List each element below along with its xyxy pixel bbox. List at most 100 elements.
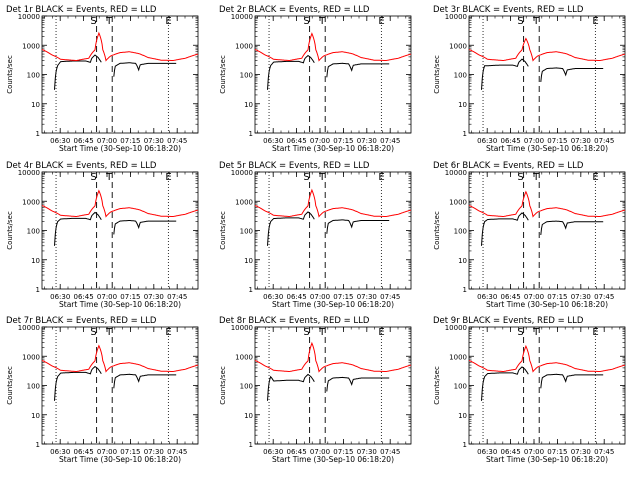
x-tick-label: 07:45: [594, 137, 614, 145]
x-tick-label: 07:15: [333, 448, 353, 456]
y-tick-label: 10000: [445, 169, 467, 177]
x-tick-label: 06:45: [287, 448, 307, 456]
y-tick-label: 100: [240, 72, 253, 80]
x-tick-label: 07:00: [524, 448, 544, 456]
x-axis-label: Start Time (30-Sep-10 06:18:20): [59, 300, 181, 309]
y-tick-label: 1000: [22, 42, 40, 50]
events-series-line: [113, 62, 177, 77]
x-tick-label: 07:30: [144, 448, 164, 456]
y-tick-label: 100: [27, 228, 40, 236]
y-tick-label: 10: [458, 101, 467, 109]
x-tick-label: 07:15: [547, 137, 567, 145]
marker-E: E: [378, 172, 384, 183]
marker-T: T: [105, 16, 113, 27]
marker-S: S: [303, 327, 309, 338]
x-axis-label: Start Time (30-Sep-10 06:18:20): [486, 144, 608, 153]
x-axis-label: Start Time (30-Sep-10 06:18:20): [272, 455, 394, 464]
panel-det-2r: Det 2r BLACK = Events, RED = LLD 1 10 100 10…: [219, 5, 412, 153]
x-tick-label: 06:45: [501, 448, 521, 456]
panel-det-7r: Det 7r BLACK = Events, RED = LLD 1 10 100 10…: [6, 316, 199, 464]
events-series-line: [267, 373, 315, 401]
y-tick-label: 1000: [22, 353, 40, 361]
x-tick-label: 06:45: [501, 293, 521, 301]
x-tick-label: 06:45: [74, 137, 94, 145]
y-tick-label: 1: [36, 441, 40, 449]
y-tick-label: 100: [454, 72, 467, 80]
x-tick-label: 07:00: [524, 137, 544, 145]
y-tick-label: 1: [463, 441, 467, 449]
x-axis-label: Start Time (30-Sep-10 06:18:20): [59, 144, 181, 153]
panel-title: Det 4r BLACK = Events, RED = LLD: [6, 161, 157, 171]
x-tick-label: 06:45: [287, 137, 307, 145]
x-tick-label: 07:00: [97, 448, 117, 456]
marker-E: E: [378, 327, 384, 338]
y-axis-label: Counts/sec: [219, 55, 227, 94]
y-axis-label: Counts/sec: [6, 366, 14, 405]
plot-frame: [254, 15, 412, 134]
y-axis-label: Counts/sec: [6, 211, 14, 250]
lld-series-line: [468, 344, 626, 373]
plot-frame: [41, 326, 199, 445]
x-axis-label: Start Time (30-Sep-10 06:18:20): [486, 300, 608, 309]
y-axis-label: Counts/sec: [433, 211, 441, 250]
x-tick-label: 06:30: [263, 137, 283, 145]
x-tick-label: 07:15: [120, 137, 140, 145]
y-tick-label: 10: [31, 101, 40, 109]
x-tick-label: 06:30: [263, 293, 283, 301]
plot-frame: [468, 15, 626, 134]
panel-det-3r: Det 3r BLACK = Events, RED = LLD 1 10 100 10…: [433, 5, 626, 153]
plot-frame: [468, 171, 626, 290]
x-tick-label: 07:30: [357, 137, 377, 145]
marker-T: T: [105, 327, 113, 338]
x-tick-label: 07:00: [97, 293, 117, 301]
plot-frame: [41, 15, 199, 134]
y-tick-label: 1000: [235, 198, 253, 206]
y-tick-label: 1: [249, 130, 253, 138]
marker-S: S: [517, 172, 523, 183]
x-tick-label: 06:30: [50, 293, 70, 301]
marker-S: S: [517, 16, 523, 27]
y-tick-label: 1: [36, 286, 40, 294]
marker-T: T: [318, 327, 326, 338]
y-tick-label: 10: [458, 412, 467, 420]
y-tick-label: 10000: [18, 169, 40, 177]
plot-frame: [254, 326, 412, 445]
marker-S: S: [303, 172, 309, 183]
x-tick-label: 07:15: [333, 137, 353, 145]
x-tick-label: 07:30: [144, 137, 164, 145]
x-tick-label: 07:00: [97, 137, 117, 145]
x-tick-label: 07:00: [310, 448, 330, 456]
x-axis-label: Start Time (30-Sep-10 06:18:20): [486, 455, 608, 464]
x-tick-label: 07:30: [357, 448, 377, 456]
marker-T: T: [532, 172, 540, 183]
y-tick-label: 10: [458, 257, 467, 265]
x-tick-label: 07:00: [524, 293, 544, 301]
y-tick-label: 100: [27, 383, 40, 391]
y-tick-label: 1000: [235, 42, 253, 50]
events-series-line: [54, 365, 102, 401]
x-tick-label: 07:45: [594, 448, 614, 456]
marker-E: E: [165, 172, 171, 183]
y-tick-label: 100: [240, 228, 253, 236]
events-series-line: [481, 58, 529, 90]
panel-det-4r: Det 4r BLACK = Events, RED = LLD 1 10 100 10…: [6, 161, 199, 309]
x-tick-label: 07:45: [380, 137, 400, 145]
x-tick-label: 06:30: [50, 448, 70, 456]
marker-T: T: [532, 327, 540, 338]
y-tick-label: 1: [249, 286, 253, 294]
y-tick-label: 10000: [231, 13, 253, 21]
y-tick-label: 1000: [22, 198, 40, 206]
y-tick-label: 1: [463, 130, 467, 138]
plot-frame: [41, 171, 199, 290]
marker-S: S: [303, 16, 309, 27]
x-tick-label: 07:45: [167, 137, 187, 145]
lld-series-line: [41, 189, 199, 218]
lld-series-line: [254, 32, 412, 62]
x-tick-label: 07:00: [310, 137, 330, 145]
y-tick-label: 1: [249, 441, 253, 449]
x-axis-label: Start Time (30-Sep-10 06:18:20): [59, 455, 181, 464]
x-tick-label: 06:30: [263, 448, 283, 456]
y-axis-label: Counts/sec: [219, 366, 227, 405]
panel-det-9r: Det 9r BLACK = Events, RED = LLD 1 10 100 10…: [433, 316, 626, 464]
